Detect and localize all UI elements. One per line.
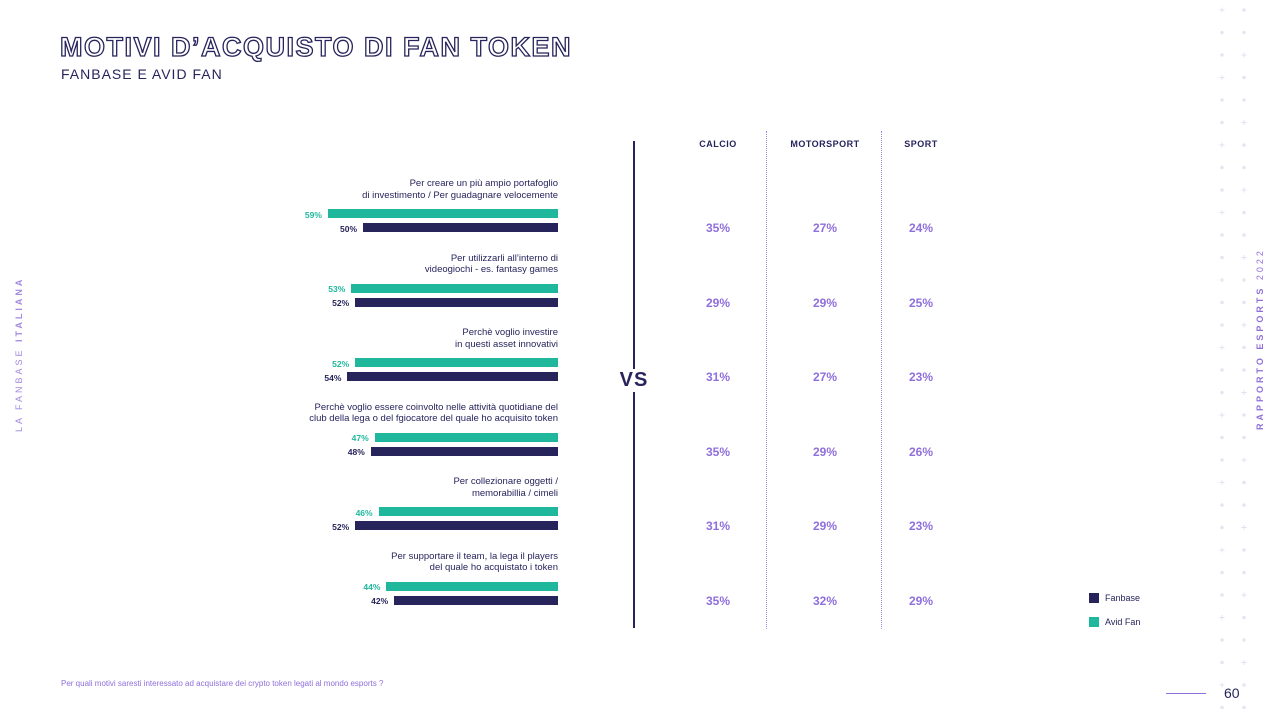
legend-swatch-fanbase — [1089, 593, 1099, 603]
table-cell-sport: 24% — [908, 221, 934, 235]
data-label-fanbase: 52% — [332, 521, 350, 532]
question-label: Per supportare il team, la lega il playe… — [391, 550, 558, 574]
table-cell-calcio: 31% — [705, 370, 731, 384]
vs-label: VS — [612, 369, 656, 392]
table-cell-calcio: 35% — [705, 593, 731, 608]
bar-fanbase — [355, 297, 558, 307]
column-header-sport: SPORT — [904, 139, 938, 149]
table-cell-motorsport: 27% — [812, 370, 838, 384]
decorative-dot-grid — [1219, 7, 1247, 710]
table-divider-2 — [881, 131, 882, 629]
data-label-fanbase: 50% — [339, 223, 357, 234]
table-cell-calcio: 35% — [705, 444, 731, 459]
column-header-calcio: CALCIO — [699, 139, 737, 149]
question-label: Per creare un più ampio portafoglio di in… — [362, 178, 558, 201]
data-label-fanbase: 48% — [347, 447, 365, 457]
question-label: Per utilizzarli all’interno di videogioch… — [424, 252, 558, 276]
bar-avid-fan — [386, 581, 558, 591]
table-cell-motorsport: 29% — [812, 444, 838, 459]
data-label-avid-fan: 53% — [328, 284, 346, 294]
bar-avid-fan — [355, 358, 558, 367]
side-right-year: 2022 — [1255, 248, 1265, 286]
side-label-left: LA FANBASE ITALIANA — [14, 277, 24, 432]
table-cell-calcio: 35% — [705, 221, 731, 235]
bar-fanbase — [370, 446, 558, 456]
table-cell-motorsport: 29% — [812, 295, 838, 310]
question-label: Per collezionare oggetti / memorabillia /… — [453, 476, 558, 499]
side-label-right: RAPPORTO ESPORTS 2022 — [1255, 248, 1265, 430]
side-left-bold: ITALIANA — [14, 276, 24, 342]
legend-label-fanbase: Fanbase — [1105, 593, 1141, 603]
table-cell-sport: 29% — [908, 593, 934, 608]
data-label-avid-fan: 52% — [332, 358, 350, 369]
data-label-avid-fan: 46% — [355, 507, 373, 518]
page-subtitle: FANBASE E AVID FAN — [61, 66, 223, 82]
page-number-line — [1166, 693, 1206, 694]
question-label: Perchè voglio investire in questi asset i… — [455, 327, 558, 350]
table-cell-motorsport: 27% — [812, 221, 838, 235]
bar-fanbase — [394, 595, 558, 605]
bar-avid-fan — [351, 283, 558, 293]
data-label-fanbase: 42% — [371, 596, 389, 606]
side-left-prefix: LA FANBASE — [14, 341, 24, 432]
data-label-avid-fan: 44% — [363, 582, 381, 592]
table-cell-motorsport: 29% — [812, 519, 838, 533]
side-right-bold: RAPPORTO ESPORTS — [1255, 285, 1265, 430]
data-label-fanbase: 54% — [324, 372, 342, 383]
question-label: Perchè voglio essere coinvolto nelle att… — [309, 401, 558, 425]
page-number: 60 — [1224, 685, 1240, 701]
bar-fanbase — [347, 372, 558, 381]
bar-avid-fan — [378, 507, 558, 516]
data-label-avid-fan: 59% — [304, 209, 322, 220]
table-cell-calcio: 29% — [705, 295, 731, 310]
bar-fanbase — [363, 223, 558, 232]
table-cell-motorsport: 32% — [812, 593, 838, 608]
page-title: MOTIVI D’ACQUISTO DI FAN TOKEN — [59, 31, 573, 62]
bar-avid-fan — [327, 209, 558, 218]
legend-label-avid: Avid Fan — [1105, 617, 1141, 627]
data-label-avid-fan: 47% — [351, 433, 369, 443]
data-label-fanbase: 52% — [332, 298, 350, 308]
legend-swatch-avid — [1089, 617, 1099, 627]
table-cell-sport: 25% — [908, 295, 934, 310]
table-cell-sport: 26% — [908, 444, 934, 459]
table-divider-1 — [766, 131, 767, 629]
bar-fanbase — [355, 521, 558, 530]
bar-avid-fan — [374, 432, 558, 442]
table-cell-sport: 23% — [908, 519, 934, 533]
question-footnote: Per quali motivi saresti interessato ad … — [61, 679, 384, 688]
table-cell-calcio: 31% — [705, 519, 731, 533]
table-cell-sport: 23% — [908, 370, 934, 384]
column-header-motorsport: MOTORSPORT — [790, 139, 860, 149]
